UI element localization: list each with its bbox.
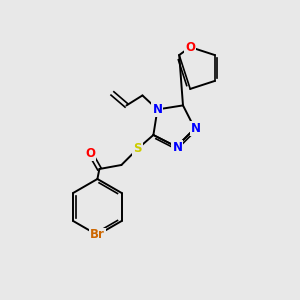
Text: O: O — [185, 40, 195, 54]
Text: O: O — [85, 148, 95, 160]
Text: N: N — [152, 103, 162, 116]
Text: N: N — [172, 141, 182, 154]
Text: S: S — [133, 142, 142, 155]
Text: N: N — [191, 122, 201, 135]
Text: Br: Br — [90, 229, 105, 242]
